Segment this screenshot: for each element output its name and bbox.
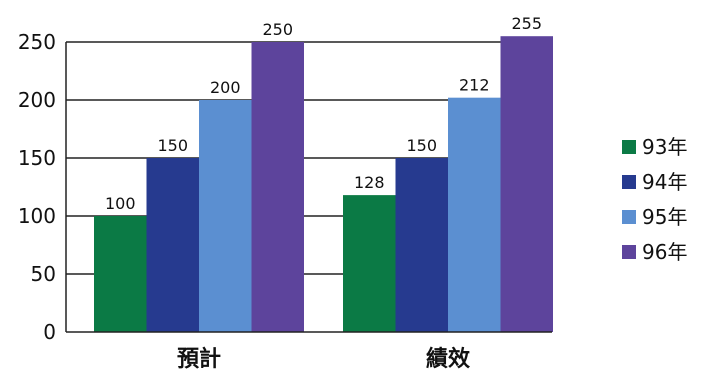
bar-93年-預計 bbox=[94, 216, 147, 332]
y-tick-label: 150 bbox=[18, 146, 56, 170]
legend-label: 96年 bbox=[642, 240, 687, 264]
bar-96年-績效 bbox=[500, 36, 553, 332]
bar-94年-績效 bbox=[395, 158, 448, 332]
axes: 0 50 100 150 200 250 預計 績效 bbox=[18, 30, 552, 371]
x-category-label: 績效 bbox=[426, 346, 470, 371]
bar-93年-績效 bbox=[343, 195, 396, 332]
legend-swatch bbox=[622, 175, 636, 189]
bar-95年-預計 bbox=[199, 100, 252, 332]
bar-95年-績效 bbox=[448, 97, 501, 333]
legend-label: 95年 bbox=[642, 205, 687, 229]
legend-swatch bbox=[622, 210, 636, 224]
bar-96年-預計 bbox=[251, 42, 304, 332]
data-label: 150 bbox=[157, 136, 188, 155]
x-category-label: 預計 bbox=[177, 346, 221, 371]
data-label: 250 bbox=[262, 20, 293, 39]
y-tick-label: 50 bbox=[31, 262, 56, 286]
legend-label: 94年 bbox=[642, 170, 687, 194]
data-label: 255 bbox=[511, 14, 542, 33]
data-label: 100 bbox=[105, 194, 136, 213]
legend-label: 93年 bbox=[642, 135, 687, 159]
data-label: 128 bbox=[354, 173, 385, 192]
y-tick-label: 100 bbox=[18, 204, 56, 228]
bars bbox=[94, 36, 553, 333]
y-tick-label: 0 bbox=[43, 320, 56, 344]
bar-94年-預計 bbox=[146, 158, 199, 332]
data-labels: 100 150 200 250 128 150 212 255 bbox=[105, 14, 542, 213]
data-label: 200 bbox=[210, 78, 241, 97]
legend-swatch bbox=[622, 245, 636, 259]
y-tick-label: 250 bbox=[18, 30, 56, 54]
legend-swatch bbox=[622, 140, 636, 154]
data-label: 212 bbox=[459, 76, 490, 95]
legend: 93年 94年 95年 96年 bbox=[622, 135, 687, 264]
y-tick-label: 200 bbox=[18, 88, 56, 112]
data-label: 150 bbox=[406, 136, 437, 155]
